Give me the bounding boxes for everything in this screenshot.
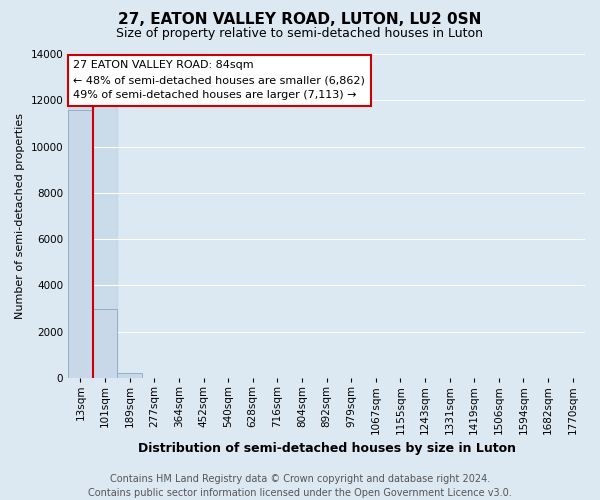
Bar (118, 374, 142, 378)
Text: 27 EATON VALLEY ROAD: 84sqm
← 48% of semi-detached houses are smaller (6,862)
49: 27 EATON VALLEY ROAD: 84sqm ← 48% of sem… (73, 60, 365, 100)
X-axis label: Distribution of semi-detached houses by size in Luton: Distribution of semi-detached houses by … (137, 442, 515, 455)
Bar (68, 54, 118, 378)
Text: 27, EATON VALLEY ROAD, LUTON, LU2 0SN: 27, EATON VALLEY ROAD, LUTON, LU2 0SN (118, 12, 482, 28)
Text: Size of property relative to semi-detached houses in Luton: Size of property relative to semi-detach… (116, 28, 484, 40)
Bar (68, 110, 93, 378)
Text: Contains HM Land Registry data © Crown copyright and database right 2024.
Contai: Contains HM Land Registry data © Crown c… (88, 474, 512, 498)
Bar (93, 308, 118, 378)
Y-axis label: Number of semi-detached properties: Number of semi-detached properties (15, 113, 25, 319)
